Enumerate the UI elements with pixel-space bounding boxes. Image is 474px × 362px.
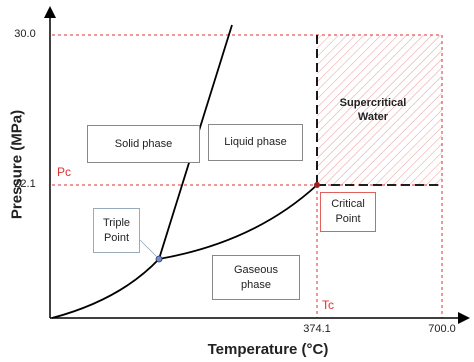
- supercritical-border: [316, 35, 442, 186]
- x-tick-label: 374.1: [303, 323, 331, 335]
- x-tick-label: 700.0: [428, 323, 456, 335]
- solid-phase-label: Solid phase: [87, 125, 200, 163]
- x-axis-title: Temperature (°C): [207, 341, 329, 358]
- pc-marker: Pc: [56, 165, 71, 179]
- y-axis-title: Pressure (MPa): [8, 109, 26, 220]
- supercritical-label: Supercritical Water: [339, 97, 407, 123]
- y-tick-label: 30.0: [14, 28, 36, 40]
- critical-point-label: Critical Point: [320, 192, 376, 232]
- liquid-phase-label: Liquid phase: [208, 124, 303, 161]
- triple-point-label: Triple Point: [93, 208, 140, 253]
- y-tick-label: 22.1: [14, 178, 36, 190]
- critical-point-dot: [314, 182, 320, 188]
- triple-point-dot: [155, 255, 163, 263]
- axes: [44, 6, 470, 324]
- gas-phase-label: Gaseous phase: [212, 255, 300, 300]
- connector: [139, 239, 158, 258]
- tc-marker: Tc: [322, 298, 334, 312]
- supercritical-area: [317, 35, 442, 185]
